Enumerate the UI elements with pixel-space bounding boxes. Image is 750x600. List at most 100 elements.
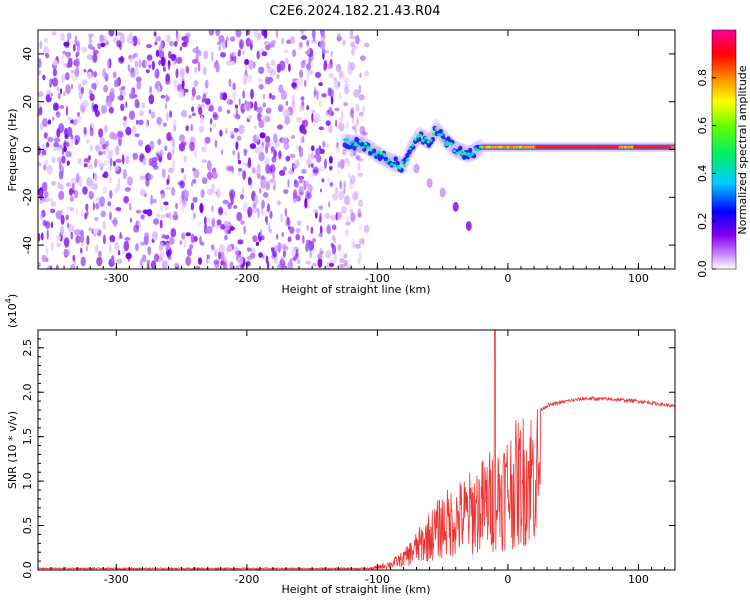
- noise-speck: [355, 103, 360, 113]
- noise-speck: [99, 34, 105, 43]
- noise-speck: [169, 110, 173, 118]
- noise-speck: [116, 31, 122, 36]
- noise-speck: [271, 95, 276, 100]
- noise-speck: [339, 158, 345, 170]
- noise-speck: [295, 228, 301, 234]
- noise-speck: [109, 244, 112, 254]
- noise-speck: [62, 91, 67, 97]
- noise-speck: [230, 134, 235, 139]
- noise-speck: [44, 159, 48, 167]
- branch-blob: [465, 221, 472, 231]
- noise-speck: [327, 63, 333, 70]
- noise-speck: [160, 193, 164, 200]
- noise-speck: [339, 179, 342, 189]
- noise-speck: [79, 105, 82, 110]
- noise-speck: [53, 142, 60, 148]
- noise-speck: [355, 154, 361, 160]
- y-tick-label: 2.0: [21, 383, 34, 401]
- x-tick-label: -200: [234, 573, 259, 586]
- noise-speck: [66, 160, 70, 166]
- noise-speck: [135, 243, 139, 252]
- noise-speck: [185, 232, 191, 237]
- noise-speck: [53, 137, 61, 143]
- noise-speck: [218, 45, 222, 51]
- noise-speck: [204, 98, 211, 105]
- noise-speck: [256, 50, 260, 60]
- noise-speck: [89, 93, 95, 102]
- noise-speck: [75, 235, 81, 244]
- noise-speck: [146, 263, 150, 269]
- noise-speck: [145, 178, 150, 187]
- noise-speck: [103, 72, 107, 77]
- noise-speck: [129, 110, 135, 120]
- noise-speck: [82, 99, 89, 108]
- noise-speck: [304, 51, 310, 55]
- noise-speck: [117, 250, 121, 256]
- noise-speck: [149, 85, 153, 95]
- noise-speck: [247, 176, 252, 186]
- noise-speck: [247, 206, 253, 217]
- noise-speck: [116, 258, 123, 264]
- noise-speck: [257, 144, 264, 152]
- noise-speck: [345, 221, 351, 226]
- noise-speck: [65, 141, 70, 147]
- noise-speck: [77, 157, 82, 165]
- colorbar-tick-label: 0.0: [696, 260, 709, 278]
- noise-speck: [360, 55, 366, 61]
- y-tick-label: 20: [21, 95, 34, 109]
- noise-speck: [252, 207, 258, 214]
- noise-speck: [258, 106, 263, 114]
- noise-speck: [56, 242, 62, 248]
- y-tick-label: -20: [21, 188, 34, 206]
- noise-speck: [47, 119, 52, 125]
- noise-speck: [360, 114, 363, 123]
- noise-speck: [82, 186, 88, 195]
- noise-speck: [60, 209, 63, 215]
- noise-speck: [46, 229, 49, 240]
- noise-speck: [41, 181, 48, 192]
- y-tick-label: 1.5: [21, 428, 34, 446]
- noise-speck: [72, 254, 75, 262]
- noise-speck: [317, 253, 323, 260]
- noise-speck: [296, 144, 299, 151]
- noise-speck: [222, 261, 227, 269]
- noise-speck: [212, 123, 217, 128]
- noise-speck: [125, 101, 128, 108]
- noise-speck: [357, 213, 363, 218]
- noise-speck: [119, 231, 122, 239]
- noise-speck: [88, 35, 93, 45]
- noise-speck: [322, 141, 326, 148]
- signal-mid: [405, 158, 409, 162]
- noise-speck: [153, 31, 157, 37]
- noise-speck: [283, 189, 289, 195]
- noise-speck: [325, 111, 328, 117]
- noise-speck: [128, 57, 134, 63]
- noise-speck: [102, 173, 106, 178]
- noise-speck: [69, 263, 76, 269]
- noise-speck: [171, 160, 176, 168]
- noise-speck: [334, 107, 340, 112]
- noise-speck: [308, 243, 312, 252]
- noise-speck: [160, 94, 166, 99]
- noise-speck: [255, 200, 258, 206]
- noise-speck: [76, 43, 81, 52]
- noise-speck: [63, 41, 70, 47]
- noise-speck: [39, 190, 44, 201]
- noise-speck: [87, 71, 93, 80]
- signal-core: [371, 148, 377, 154]
- noise-speck: [205, 226, 210, 234]
- noise-speck: [222, 92, 228, 101]
- noise-speck: [314, 71, 322, 79]
- noise-speck: [280, 90, 287, 101]
- noise-speck: [335, 63, 342, 73]
- noise-speck: [61, 73, 66, 83]
- noise-speck: [145, 120, 148, 130]
- noise-speck: [335, 187, 339, 195]
- noise-speck: [41, 118, 48, 128]
- noise-speck: [305, 242, 309, 253]
- noise-speck: [79, 233, 85, 244]
- noise-speck: [181, 78, 185, 90]
- noise-speck: [47, 136, 54, 143]
- noise-speck: [81, 86, 84, 95]
- noise-speck: [155, 49, 160, 58]
